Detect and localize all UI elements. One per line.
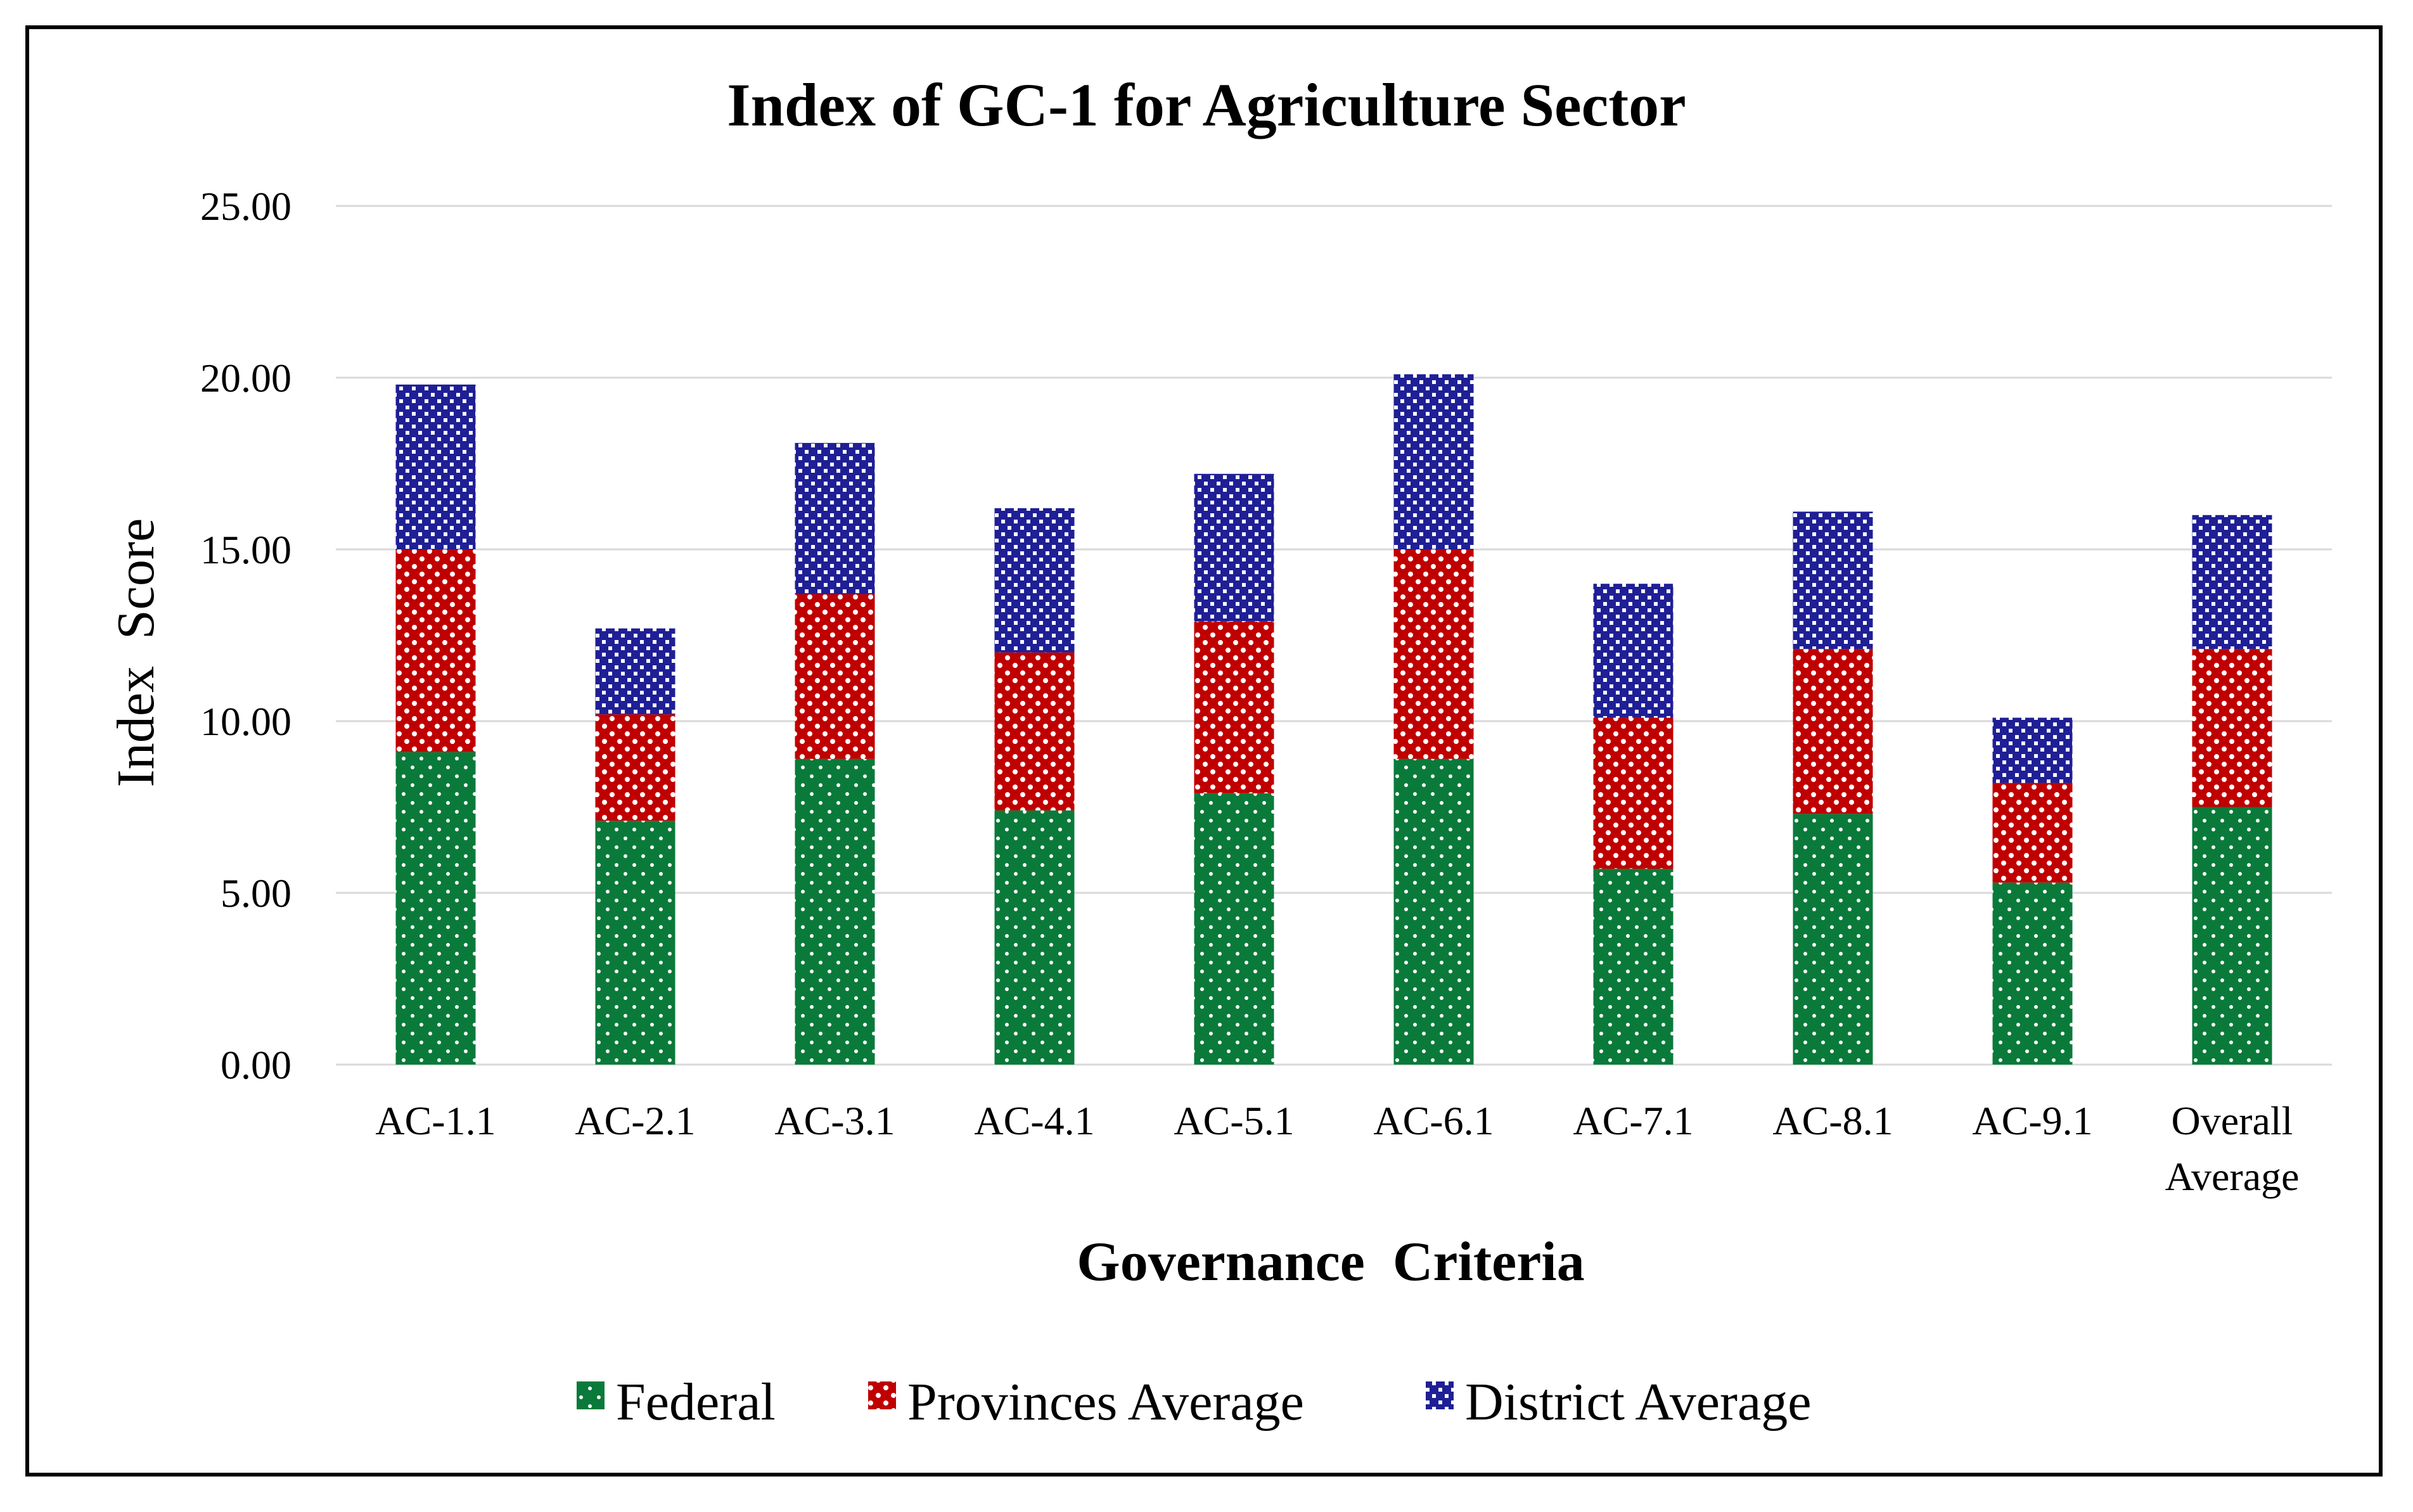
bar-provinces-average (1793, 649, 1873, 814)
bar-federal (1194, 793, 1274, 1065)
chart-title: Index of GC-1 for Agriculture Sector (727, 71, 1686, 139)
bar-federal (994, 810, 1075, 1065)
bar-federal (1992, 882, 2073, 1065)
legend: Federal Provinces Average District Average (577, 1373, 1812, 1432)
legend-label: Federal (616, 1373, 776, 1432)
bar-provinces-average (795, 594, 875, 759)
bar-district-average (1793, 511, 1873, 650)
bar-provinces-average (1593, 717, 1674, 869)
x-tick-label: AC-6.1 (1373, 1098, 1494, 1143)
bar-federal (1793, 814, 1873, 1065)
x-tick-label: AC-7.1 (1573, 1098, 1693, 1143)
bar-district-average (1992, 717, 2073, 783)
bar-federal (795, 759, 875, 1065)
y-axis-title: Index Score (106, 518, 165, 788)
x-tick-label: Overall Average (2165, 1098, 2300, 1199)
x-tick-label: AC-5.1 (1174, 1098, 1294, 1143)
x-tick-label: AC-4.1 (974, 1098, 1094, 1143)
legend-swatch (1426, 1381, 1454, 1409)
x-axis-title: Governance Criteria (1077, 1231, 1585, 1293)
y-tick-label: 10.00 (200, 699, 291, 744)
x-tick-label: AC-1.1 (375, 1098, 496, 1143)
bar-provinces-average (395, 549, 476, 752)
bar-federal (1593, 869, 1674, 1065)
bar-provinces-average (595, 714, 675, 821)
bar-district-average (1593, 584, 1674, 718)
legend-swatch (868, 1381, 896, 1409)
y-tick-label: 15.00 (200, 527, 291, 572)
legend-swatch (577, 1381, 605, 1409)
bar-district-average (1393, 374, 1474, 549)
bar-federal (395, 752, 476, 1065)
bar-district-average (795, 442, 875, 594)
x-tick-label: AC-9.1 (1972, 1098, 2092, 1143)
legend-label: District Average (1465, 1373, 1812, 1432)
x-tick-label: AC-8.1 (1772, 1098, 1893, 1143)
x-tick-label: AC-2.1 (575, 1098, 695, 1143)
bar-district-average (595, 628, 675, 715)
bar-district-average (395, 384, 476, 549)
bar-provinces-average (994, 652, 1075, 810)
bar-provinces-average (1992, 783, 2073, 883)
x-tick-label: AC-3.1 (774, 1098, 895, 1143)
legend-label: Provinces Average (907, 1373, 1304, 1432)
bar-provinces-average (1393, 549, 1474, 759)
bar-provinces-average (2192, 649, 2272, 807)
bar-district-average (994, 508, 1075, 653)
bar-district-average (1194, 473, 1274, 622)
y-tick-label: 5.00 (221, 871, 291, 916)
bar-federal (595, 821, 675, 1065)
y-tick-label: 0.00 (221, 1042, 291, 1087)
y-tick-label: 20.00 (200, 356, 291, 400)
bar-federal (1393, 759, 1474, 1065)
bar-provinces-average (1194, 621, 1274, 793)
y-tick-label: 25.00 (200, 184, 291, 229)
bar-district-average (2192, 515, 2272, 650)
bar-federal (2192, 807, 2272, 1065)
